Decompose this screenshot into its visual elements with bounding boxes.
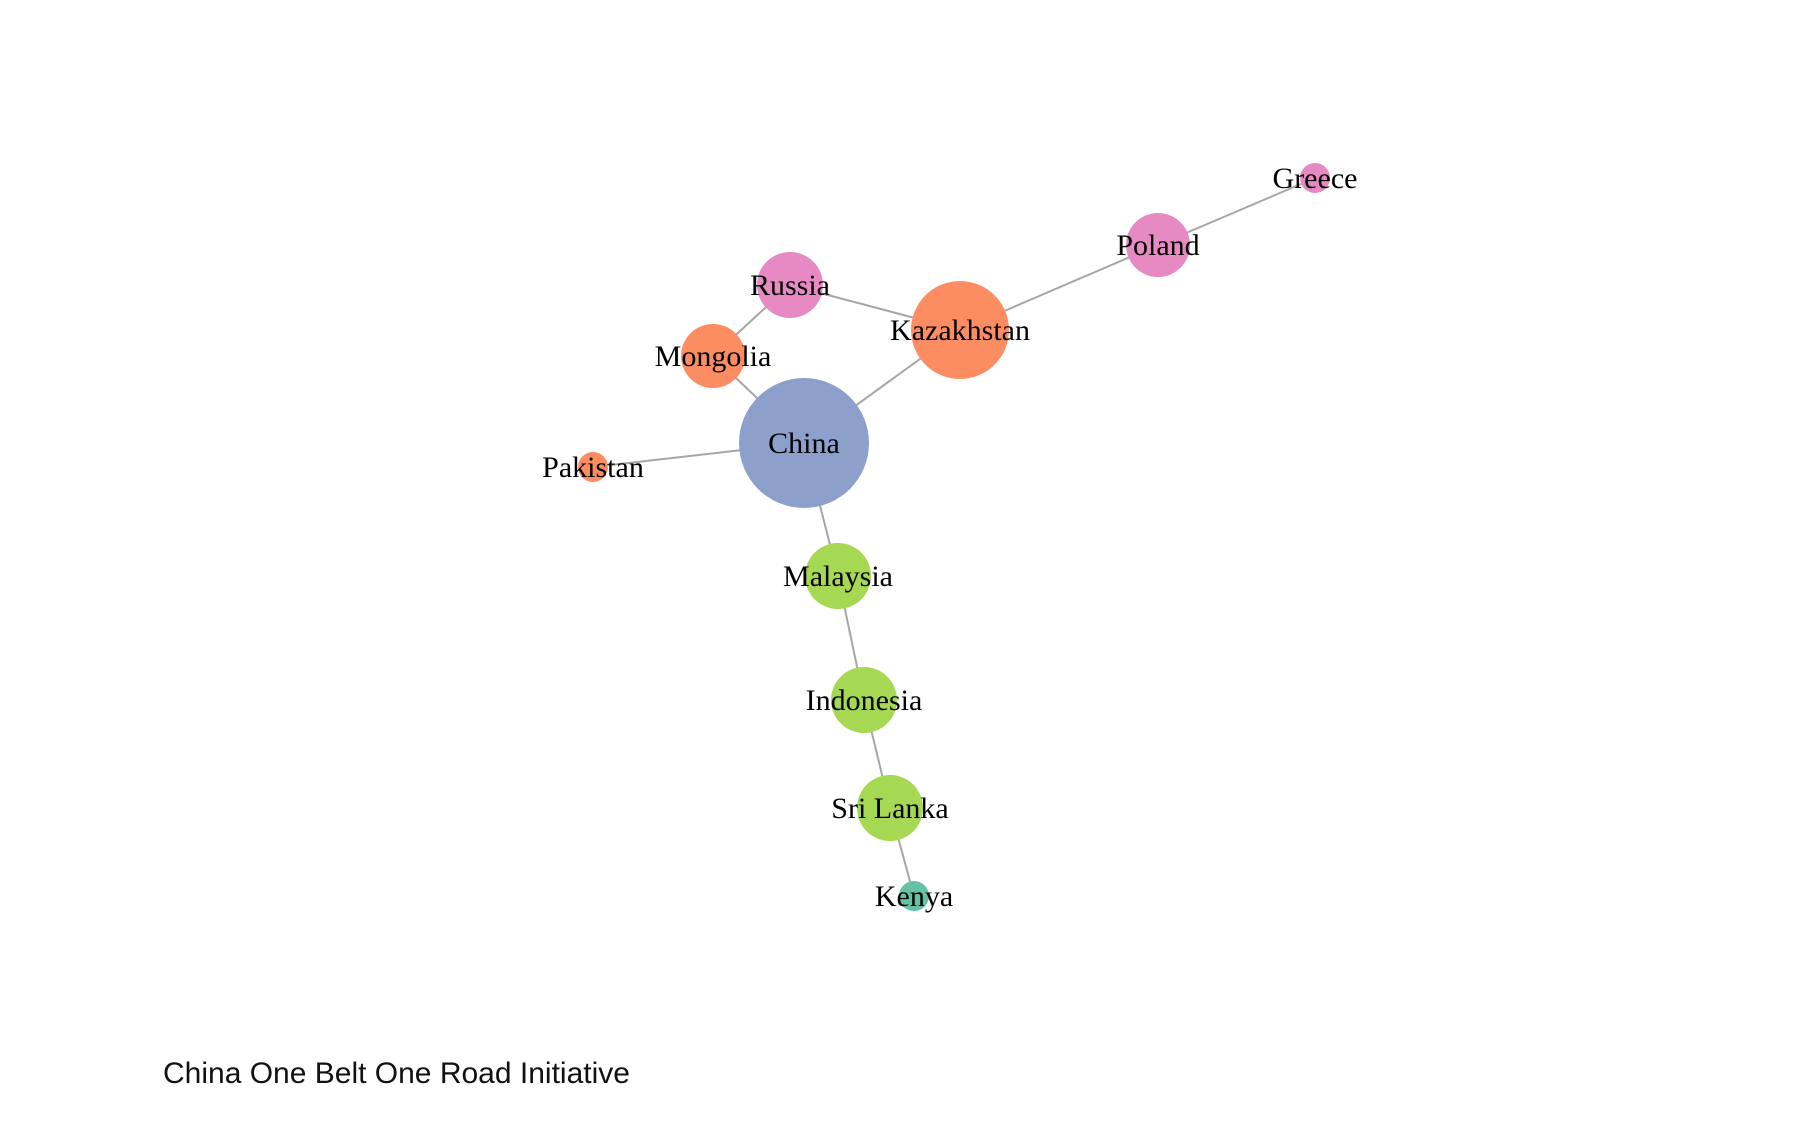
node-greece (1300, 163, 1330, 193)
nodes-layer (578, 163, 1330, 911)
node-indonesia (831, 667, 897, 733)
node-label-russia: Russia (750, 269, 830, 302)
node-label-indonesia: Indonesia (806, 684, 923, 717)
node-label-kenya: Kenya (875, 880, 953, 913)
node-label-poland: Poland (1116, 229, 1199, 262)
node-label-srilanka: Sri Lanka (831, 792, 948, 825)
node-label-china: China (768, 427, 840, 460)
node-pakistan (578, 452, 608, 482)
node-label-kazakhstan: Kazakhstan (890, 314, 1030, 347)
node-label-pakistan: Pakistan (542, 451, 644, 484)
node-label-mongolia: Mongolia (655, 340, 772, 373)
node-kazakhstan (911, 281, 1009, 379)
node-label-malaysia: Malaysia (783, 560, 893, 593)
diagram-caption: China One Belt One Road Initiative (163, 1057, 630, 1090)
node-china (739, 378, 869, 508)
node-poland (1126, 213, 1190, 277)
node-mongolia (681, 324, 745, 388)
node-malaysia (805, 543, 871, 609)
node-russia (757, 252, 823, 318)
node-srilanka (857, 775, 923, 841)
labels-layer: Greece Poland Russia Kazakhstan Mongolia Chin… (542, 162, 1357, 913)
node-kenya (899, 881, 929, 911)
node-label-greece: Greece (1273, 162, 1358, 195)
